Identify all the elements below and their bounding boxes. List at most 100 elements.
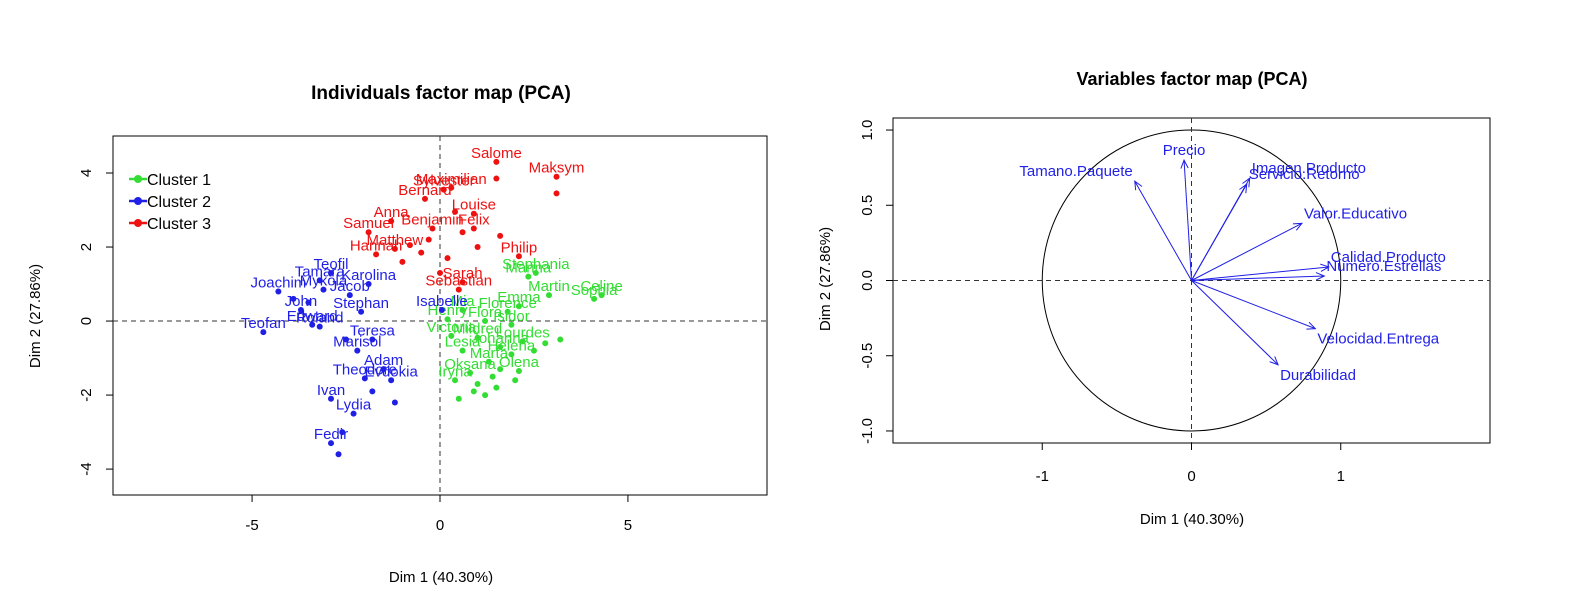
data-point-cluster-2	[316, 323, 323, 330]
data-point-cluster-3	[365, 229, 372, 236]
data-point-cluster-1	[598, 292, 605, 299]
data-point-cluster-3	[459, 279, 466, 286]
arrow-head	[1180, 158, 1189, 169]
point-label-louise: Louise	[452, 197, 496, 214]
point-label-philip: Philip	[501, 239, 538, 256]
point-label-emma: Emma	[497, 289, 541, 306]
data-point-cluster-1	[515, 368, 522, 375]
data-point-cluster-1	[455, 395, 462, 402]
left-x-tick-label: 0	[436, 517, 444, 534]
data-point-cluster-2	[365, 281, 372, 288]
point-label-isabelle: Isabelle	[416, 293, 468, 310]
point-label-stephan: Stephan	[333, 295, 389, 312]
point-label-florence: Florence	[478, 295, 536, 312]
arrow-shaft	[1183, 160, 1192, 281]
data-point-cluster-2	[328, 269, 334, 276]
legend-symbol-cluster-2	[134, 197, 142, 205]
data-point-cluster-1	[459, 347, 466, 354]
data-point-cluster-1	[512, 377, 519, 384]
point-label-teofil: Teofil	[313, 256, 348, 273]
data-point-cluster-1	[482, 392, 489, 399]
point-label-maksym: Maksym	[529, 160, 585, 177]
data-point-cluster-1	[546, 292, 552, 299]
data-point-cluster-2	[328, 395, 334, 402]
arrow-velocidad-entrega: Velocidad.Entrega	[1191, 280, 1440, 348]
data-point-cluster-1	[452, 377, 459, 384]
data-point-cluster-3	[553, 173, 560, 180]
point-label-stephania: Stephania	[502, 256, 570, 273]
data-point-cluster-2	[275, 288, 282, 295]
data-point-cluster-2	[346, 292, 353, 299]
legend-label-cluster-2: Cluster 2	[147, 194, 211, 211]
data-point-cluster-3	[373, 251, 380, 258]
data-point-cluster-3	[406, 242, 413, 249]
data-point-cluster-2	[369, 388, 376, 395]
data-point-cluster-1	[474, 380, 481, 387]
data-point-cluster-1	[515, 303, 522, 310]
variable-label-durabilidad: Durabilidad	[1280, 367, 1356, 384]
point-label-theodore: Theodore	[333, 361, 397, 378]
point-label-ivan: Ivan	[317, 382, 345, 399]
data-point-cluster-1	[470, 388, 477, 395]
data-point-cluster-3	[493, 175, 500, 182]
data-point-cluster-1	[489, 373, 496, 380]
point-label-lydia: Lydia	[336, 397, 372, 414]
variable-label-servicio-retorno: Servicio.Retorno	[1249, 166, 1360, 183]
variable-label-valor-educativo: Valor.Educativo	[1304, 205, 1407, 222]
arrow-shaft	[1191, 266, 1329, 281]
data-point-cluster-2	[350, 410, 357, 417]
arrow-tamano-paquete: Tamano.Paquete	[1019, 163, 1192, 281]
data-point-cluster-2	[290, 295, 297, 302]
data-point-cluster-3	[497, 232, 504, 239]
point-label-isidor: Isidor	[493, 308, 530, 325]
legend-label-cluster-1: Cluster 1	[147, 172, 211, 189]
variable-label-tamano-paquete: Tamano.Paquete	[1019, 163, 1132, 180]
data-point-cluster-3	[429, 225, 436, 232]
data-point-cluster-1	[532, 269, 539, 276]
data-point-cluster-2	[320, 286, 327, 293]
data-point-cluster-2	[343, 336, 350, 343]
arrow-head	[1239, 183, 1248, 194]
point-label-roland: Roland	[296, 310, 344, 327]
left-x-tick-label: 5	[624, 517, 632, 534]
point-label-sebastian: Sebastian	[425, 273, 492, 290]
point-label-fedir: Fedir	[314, 426, 348, 443]
data-point-cluster-2	[391, 399, 398, 406]
point-label-marisol: Marisol	[333, 334, 381, 351]
variables-factor-map-panel: Variables factor map (PCA) Dim 1 (40.30%…	[817, 69, 1491, 528]
point-label-salome: Salome	[471, 145, 522, 162]
data-point-cluster-2	[305, 299, 312, 306]
point-label-anna: Anna	[374, 204, 410, 221]
left-x-tick-label: -5	[245, 517, 258, 534]
data-point-cluster-1	[474, 334, 481, 341]
data-point-cluster-3	[425, 236, 432, 243]
data-point-cluster-3	[448, 184, 455, 191]
point-label-mykola: Mykola	[300, 273, 348, 290]
data-point-cluster-2	[297, 306, 304, 313]
data-point-cluster-2	[354, 347, 361, 354]
right-y-tick-label: 0.5	[859, 195, 876, 216]
data-point-cluster-1	[459, 306, 466, 313]
point-label-teresa: Teresa	[350, 323, 396, 340]
arrow-shaft	[1191, 183, 1248, 281]
point-label-maximilian: Maximilian	[416, 171, 487, 188]
data-point-cluster-1	[504, 308, 511, 315]
variable-label-velocidad-entrega: Velocidad.Entrega	[1317, 331, 1439, 348]
point-label-adam: Adam	[364, 352, 403, 369]
variable-label-calidad-producto: Calidad.Producto	[1331, 249, 1446, 266]
point-label-tamara: Tamara	[295, 263, 346, 280]
left-y-tick-label: 4	[78, 169, 95, 177]
left-y-tick-label: -4	[78, 462, 95, 475]
data-point-cluster-2	[260, 329, 267, 336]
data-point-cluster-1	[497, 343, 504, 350]
data-point-cluster-3	[444, 255, 451, 262]
arrow-servicio-retorno: Servicio.Retorno	[1191, 166, 1360, 281]
data-point-cluster-1	[467, 369, 474, 376]
point-label-johanna: Johanna	[471, 330, 529, 347]
data-point-cluster-1	[493, 384, 500, 391]
point-label-marta: Marta	[470, 345, 509, 362]
point-label-joachim: Joachim	[250, 274, 306, 291]
data-point-cluster-3	[515, 253, 522, 260]
variable-label-imagen-producto: Imagen.Producto	[1252, 160, 1366, 177]
